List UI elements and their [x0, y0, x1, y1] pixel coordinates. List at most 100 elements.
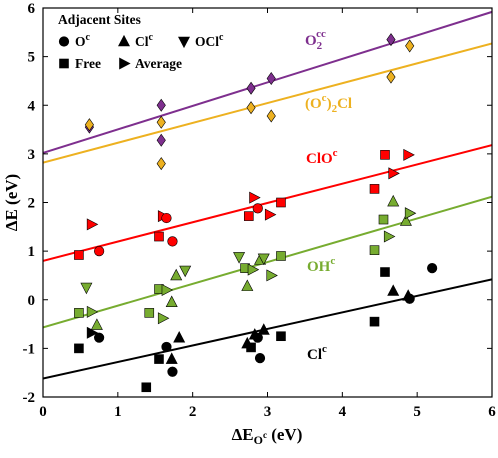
data-point-s3-7: [161, 284, 174, 297]
data-point-s2-11: [276, 197, 286, 208]
x-tick-label-4: 4: [339, 404, 347, 420]
x-tick-label-0: 0: [39, 404, 47, 420]
data-point-s1-6: [405, 39, 415, 53]
data-point-s3-10: [179, 265, 192, 278]
data-point-s0-4: [266, 71, 276, 86]
data-points-group: [74, 33, 438, 393]
data-point-s4-7: [167, 366, 178, 377]
data-point-s0-5: [386, 33, 396, 47]
data-point-s1-0: [84, 118, 94, 132]
data-point-s4-2: [94, 332, 105, 343]
data-point-s3-2: [86, 305, 99, 318]
data-point-s4-18: [387, 284, 400, 296]
legend-marker-square: [59, 58, 69, 69]
data-point-s3-18: [276, 251, 286, 261]
data-point-s2-6: [167, 236, 178, 247]
fit-line-2: [43, 144, 492, 262]
data-point-s2-8: [249, 191, 261, 204]
fit-line-4: [43, 278, 492, 380]
data-point-s4-5: [161, 341, 172, 353]
data-point-s3-13: [241, 279, 254, 291]
data-point-s1-1: [156, 157, 166, 171]
data-point-s2-14: [388, 167, 400, 180]
series-label-2: ClOc: [306, 147, 338, 167]
plot-frame-group: [42, 7, 493, 398]
data-point-s4-6: [165, 352, 178, 364]
y-tick-label-3: 1: [28, 244, 36, 260]
series-label-3: OHc: [307, 255, 335, 275]
data-point-s4-4: [154, 354, 164, 364]
data-point-s1-5: [386, 70, 396, 84]
data-point-s2-3: [154, 231, 164, 242]
series-label-0: O2cc: [305, 28, 326, 52]
data-point-s3-16: [257, 253, 270, 266]
fit-line-3: [43, 195, 492, 329]
axis-labels-group: ΔEOc (eV) ΔE (eV): [2, 174, 302, 447]
data-point-s3-19: [369, 245, 380, 255]
legend-marker-circle: [58, 36, 70, 47]
x-tick-label-5: 5: [413, 404, 421, 420]
legend-label-0: Oc: [75, 32, 91, 49]
data-point-s2-0: [74, 250, 84, 260]
data-point-s4-20: [404, 293, 415, 304]
data-point-s0-3: [246, 81, 256, 95]
legend-marker-triangle-down: [178, 36, 190, 49]
data-point-s2-7: [243, 211, 254, 221]
legend-marker-triangle-right: [119, 57, 131, 70]
x-tick-label-3: 3: [264, 404, 272, 420]
data-point-s2-12: [369, 184, 380, 194]
data-point-s4-14: [257, 323, 270, 335]
y-tick-label-8: 6: [28, 1, 36, 17]
data-point-s4-21: [427, 263, 438, 274]
legend-title: Adjacent Sites: [58, 12, 141, 27]
data-point-s4-1: [86, 326, 99, 339]
data-point-s2-2: [94, 246, 105, 257]
data-point-s3-11: [233, 252, 246, 264]
data-point-s2-1: [86, 218, 99, 231]
x-axis-label: ΔEOc (eV): [232, 425, 303, 447]
y-tick-label-2: 0: [28, 293, 36, 309]
y-tick-label-4: 2: [28, 196, 36, 212]
data-point-s3-20: [378, 214, 389, 225]
data-point-s2-13: [380, 150, 390, 160]
y-tick-label-6: 4: [28, 98, 36, 114]
data-point-s0-2: [156, 98, 166, 112]
data-point-s2-10: [264, 208, 277, 221]
legend-label-1: Clc: [135, 32, 154, 49]
y-tick-label-7: 5: [28, 50, 36, 66]
x-tick-label-1: 1: [114, 404, 122, 420]
data-point-s1-2: [156, 115, 166, 129]
data-point-s3-8: [165, 295, 178, 307]
data-point-s1-3: [246, 101, 256, 115]
data-point-s3-24: [404, 207, 417, 220]
data-point-s3-6: [157, 312, 170, 325]
x-tick-label-2: 2: [189, 404, 197, 420]
y-tick-label-0: -2: [23, 390, 36, 406]
series-labels-group: O2cc (Oc)2Cl ClOc OHc Clc: [305, 28, 352, 363]
legend-marker-triangle-up: [118, 34, 130, 47]
data-point-s3-4: [144, 308, 155, 318]
data-point-s3-22: [387, 194, 400, 207]
data-point-s4-10: [246, 342, 256, 353]
data-point-s4-13: [254, 353, 266, 364]
data-point-s4-17: [380, 267, 390, 277]
data-point-s4-15: [276, 331, 286, 342]
data-point-s3-21: [383, 230, 396, 243]
tick-labels-group: 0 1 2 3 4 5 6 -2 -1 0 1 2 3 4 5 6: [23, 1, 497, 420]
data-point-s3-14: [247, 263, 260, 276]
x-tick-label-6: 6: [488, 404, 496, 420]
fit-line-0: [43, 10, 492, 154]
fit-lines-group: [43, 10, 492, 380]
data-point-s3-3: [90, 318, 103, 330]
data-point-s1-4: [266, 109, 276, 123]
data-point-s4-8: [173, 331, 186, 343]
y-axis-label: ΔE (eV): [2, 174, 21, 231]
data-point-s4-16: [369, 316, 380, 327]
data-point-s0-1: [156, 133, 166, 147]
legend-label-2: OClc: [195, 32, 224, 49]
legend-label-3: Free: [75, 56, 101, 71]
data-point-s3-0: [74, 308, 84, 318]
data-point-s2-9: [252, 203, 263, 214]
